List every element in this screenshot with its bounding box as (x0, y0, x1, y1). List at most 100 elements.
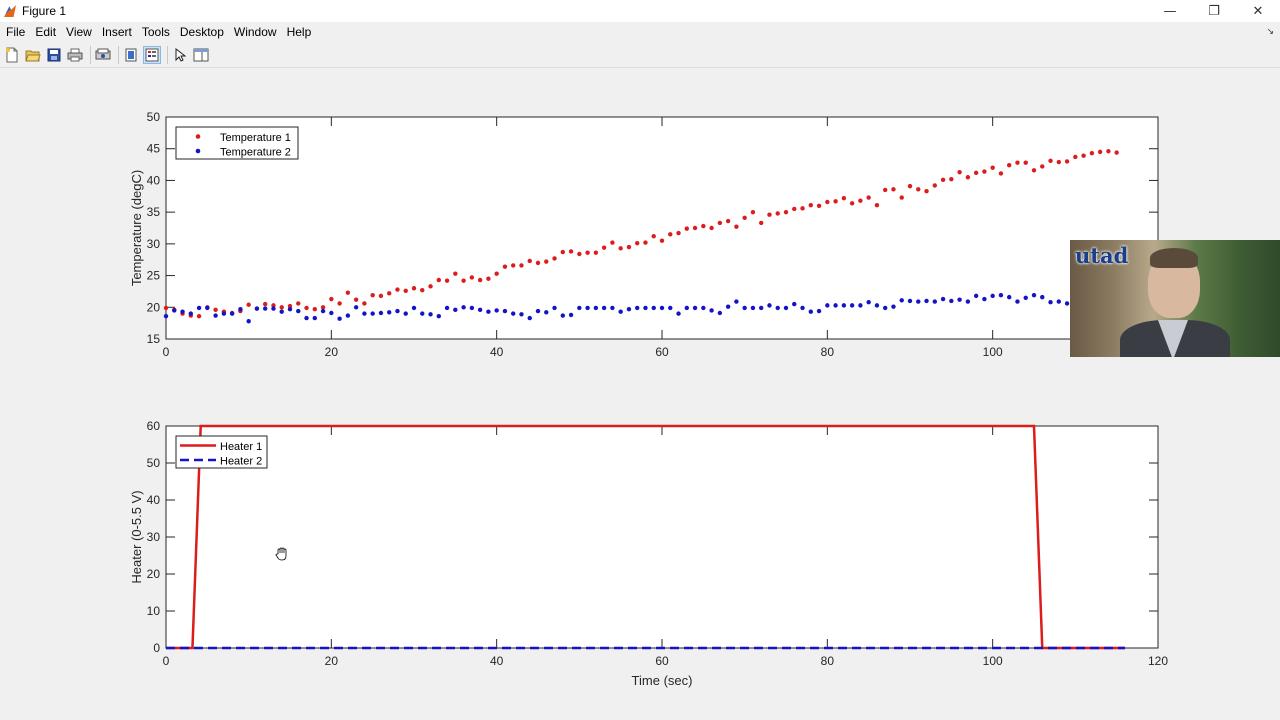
temperature-1-point (800, 206, 805, 211)
new-figure-icon[interactable] (3, 46, 21, 64)
temperature-1-point (899, 195, 904, 200)
menu-insert[interactable]: Insert (101, 25, 132, 39)
temperature-2-point (593, 305, 599, 311)
temperature-1-point (1089, 150, 1095, 156)
edit-plot-cursor-icon[interactable] (171, 46, 189, 64)
print-icon[interactable] (66, 46, 84, 64)
temperature-1-point (511, 263, 516, 268)
temperature-1-point (196, 313, 202, 319)
temperature-2-point (841, 303, 847, 308)
temperature-legend-box (175, 126, 299, 160)
heater-y-tick-label: 10 (147, 604, 161, 618)
menu-view[interactable]: View (66, 25, 92, 39)
insert-legend-icon[interactable] (143, 45, 161, 64)
temperature-x-tick-label: 80 (821, 345, 835, 359)
temperature-2-point (916, 299, 921, 304)
temperature-2-point (494, 308, 499, 313)
temperature-y-tick-label: 15 (147, 332, 161, 346)
temperature-1-point (610, 240, 615, 245)
open-file-icon[interactable] (24, 46, 42, 64)
temperature-1-point (395, 287, 400, 292)
temperature-y-tick-label: 35 (147, 205, 161, 219)
restore-button[interactable]: ❐ (1208, 3, 1220, 19)
menu-file[interactable]: File (6, 25, 26, 39)
temperature-1-point (965, 175, 971, 180)
link-plot-icon[interactable] (122, 46, 140, 64)
temperature-y-tick-label: 30 (147, 237, 161, 251)
temperature-1-point (750, 209, 756, 215)
temperature-2-point (312, 315, 317, 321)
temperature-2-point (940, 296, 946, 302)
temperature-1-point (982, 169, 987, 174)
temperature-1-point (353, 297, 359, 302)
temperature-1-point (213, 307, 218, 313)
minimize-button[interactable]: — (1163, 3, 1177, 19)
temperature-1-point (833, 199, 838, 204)
temperature-1-point (453, 271, 458, 276)
temperature-1-point (841, 195, 847, 201)
temperature-2-point (767, 303, 772, 308)
temperature-2-point (263, 306, 268, 311)
menu-desktop[interactable]: Desktop (179, 25, 224, 39)
heater-y-tick-label: 30 (147, 530, 161, 544)
temperature-1-point (271, 303, 276, 308)
temperature-2-point (163, 313, 169, 319)
property-inspector-icon[interactable] (192, 46, 210, 64)
temperature-2-point (1048, 300, 1053, 305)
menu-help[interactable]: Help (286, 25, 312, 39)
temperature-2-point (849, 303, 855, 308)
dock-figure-icon[interactable]: ↘ (1266, 26, 1274, 36)
heater-axes[interactable]: 0 20 40 60 80 100 120 0 10 20 30 40 50 60 Heater (0-5… (129, 419, 1168, 688)
temperature-2-point (271, 306, 276, 311)
temperature-2-point (610, 305, 615, 311)
temperature-1-point (990, 165, 995, 170)
temperature-2-point (833, 303, 838, 308)
temperature-2-point (469, 305, 475, 311)
temperature-y-tick-label: 45 (147, 142, 161, 156)
save-icon[interactable] (45, 46, 63, 64)
temperature-2-point (1056, 299, 1062, 304)
temperature-1-point (535, 260, 541, 266)
print-preview-icon[interactable] (94, 46, 112, 64)
temperature-1-point (1106, 149, 1111, 154)
temperature-1-point (792, 206, 797, 212)
temperature-1-point (246, 302, 251, 307)
close-button[interactable]: ✕ (1252, 3, 1264, 19)
temperature-1-point (635, 241, 640, 246)
heater-x-axis-label: Time (sec) (632, 673, 693, 688)
temperature-axes[interactable]: 0 20 40 60 80 100 15 20 25 30 35 40 45 50 Temperature… (129, 110, 1159, 359)
temperature-1-point (1031, 168, 1037, 173)
menu-window[interactable]: Window (233, 25, 277, 39)
temperature-1-point (560, 249, 565, 255)
temperature-y-tick-label: 25 (147, 269, 161, 283)
temperature-2-point (717, 310, 723, 316)
temperature-2-point (403, 311, 408, 316)
temperature-1-point (502, 264, 508, 269)
temperature-2-point (750, 305, 756, 311)
temperature-1-point (874, 202, 880, 208)
temperature-2-point (816, 308, 822, 314)
heater-legend[interactable]: Heater 1 Heater 2 (175, 435, 268, 469)
temperature-1-point (552, 256, 557, 261)
temperature-2-point (907, 298, 913, 304)
legend-marker-temperature-2 (195, 148, 201, 154)
heater-x-tick-label: 40 (490, 654, 504, 668)
temperature-1-point (767, 212, 772, 217)
temperature-2-point (444, 305, 450, 311)
temperature-y-tick-label: 50 (147, 110, 161, 124)
temperature-2-point (618, 309, 623, 314)
temperature-2-point (246, 319, 251, 324)
menu-edit[interactable]: Edit (35, 25, 57, 39)
temperature-y-tick-label: 40 (147, 173, 161, 187)
temperature-2-point (486, 309, 491, 314)
temperature-1-point (577, 251, 582, 257)
menu-tools[interactable]: Tools (141, 25, 170, 39)
temperature-1-point (725, 218, 731, 224)
temperature-2-point (511, 311, 516, 316)
temperature-2-point (552, 305, 557, 311)
toolbar-separator (118, 45, 119, 64)
temperature-1-point (312, 306, 317, 312)
temperature-legend[interactable]: Temperature 1 Temperature 2 (175, 126, 299, 160)
temperature-2-point (866, 300, 871, 305)
temperature-1-point (1081, 153, 1086, 158)
